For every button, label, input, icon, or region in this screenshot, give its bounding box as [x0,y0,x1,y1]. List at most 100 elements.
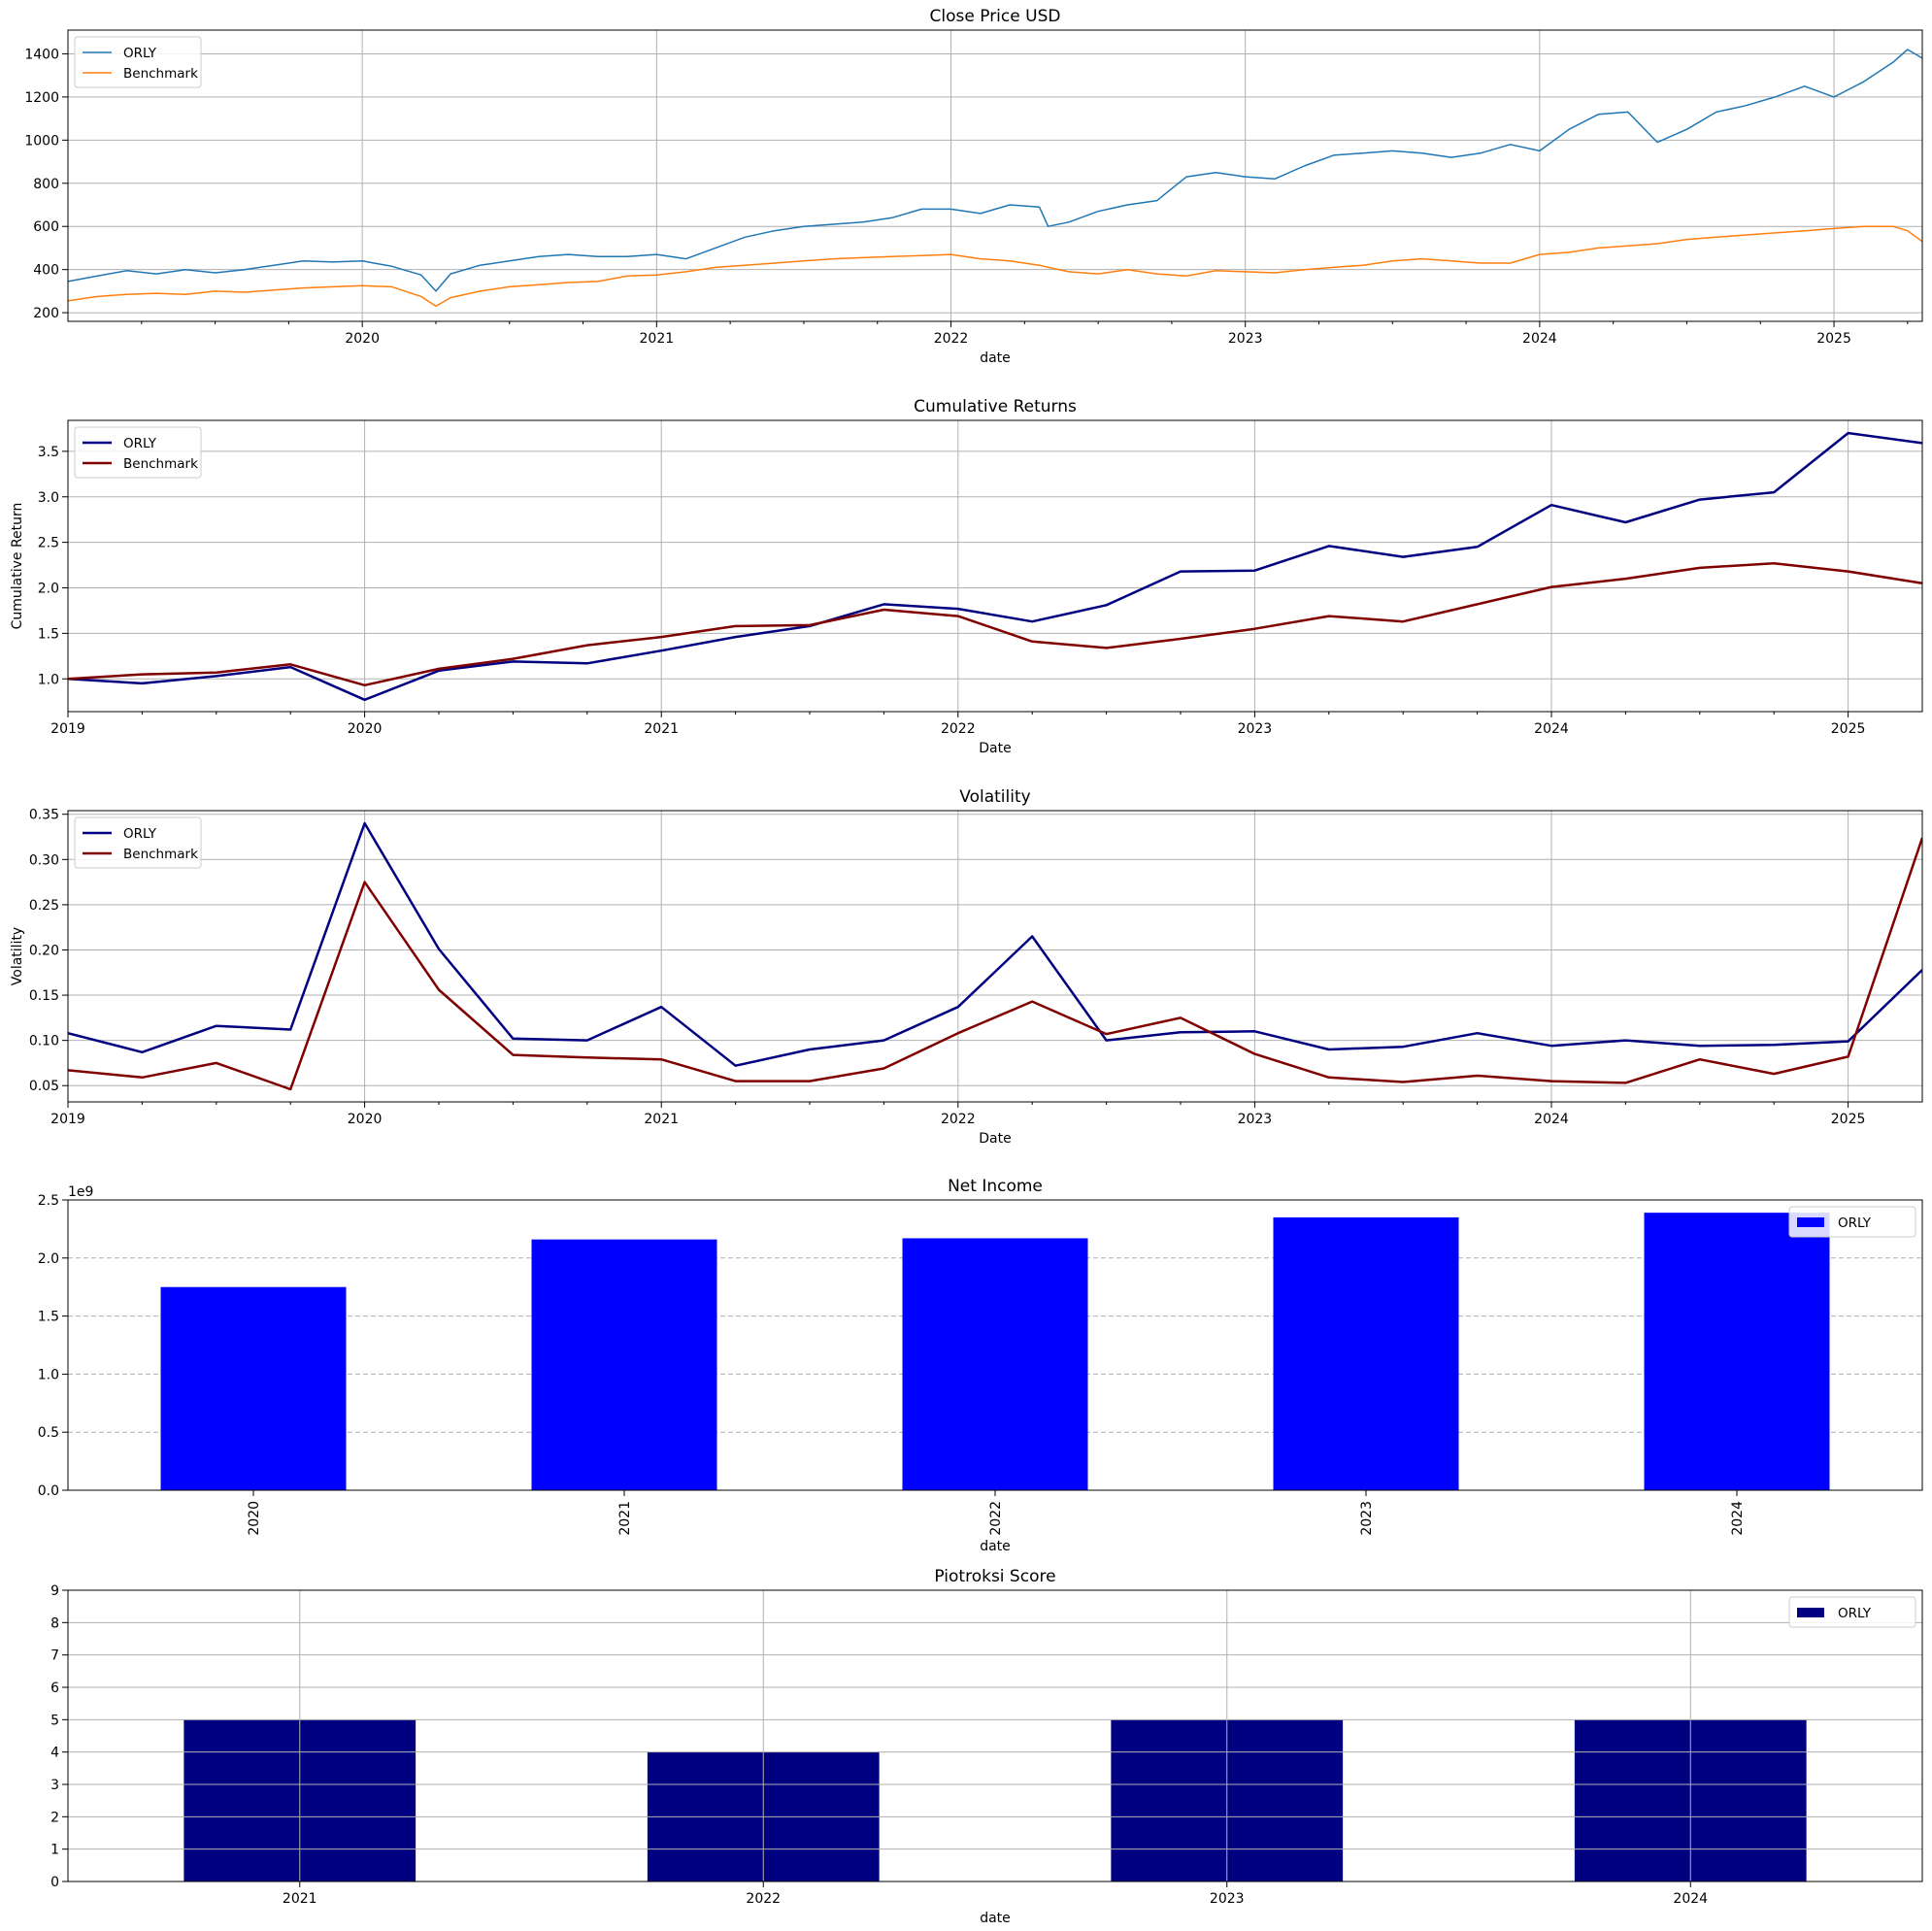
x-tick-label: 2024 [1730,1501,1746,1536]
close-price-chart: 2020 2021 2022 2023 2024 2025 200 400 600 800 1000… [24,7,1923,366]
axes-frame [67,1589,1923,1882]
x-tick-label: 2025 [1831,1112,1866,1127]
x-tick-label: 2023 [1238,721,1273,737]
y-exponent-label: 1e9 [68,1184,93,1200]
y-tick-label: 2.0 [38,1251,59,1267]
bar-2024 [1644,1213,1830,1490]
legend-swatch [1797,1217,1824,1227]
y-tick-label: 0.10 [29,1034,59,1049]
y-tick-label: 200 [33,306,59,321]
x-tick-label: 2021 [640,331,675,347]
legend-label: ORLY [123,436,157,451]
net-income-chart: 2020 2021 2022 2023 2024 0.0 0.5 1.0 1.5 2.0 2.5 1e… [38,1177,1923,1554]
x-tick-label: 2022 [746,1891,781,1907]
y-tick-label: 7 [50,1648,59,1664]
y-tick-label: 1000 [24,133,59,149]
x-tick-label: 2023 [1228,331,1263,347]
series-line-orly [68,49,1922,292]
y-tick-label: 4 [50,1746,59,1761]
legend-frame [1788,1206,1916,1238]
x-tick-label: 2022 [941,721,976,737]
legend-frame [74,426,202,479]
x-tick-label: 2022 [941,1112,976,1127]
x-tick-label: 2024 [1522,331,1557,347]
cumulative-returns-chart: 2019 2020 2021 2022 2023 2024 2025 1.0 1.5 2.0 2.5… [10,397,1923,756]
legend-label: ORLY [1838,1606,1872,1621]
y-tick-label: 3.0 [38,490,59,506]
volatility-chart: 2019 2020 2021 2022 2023 2024 2025 0.05 0.10 0.15… [10,787,1923,1147]
x-tick-label: 2022 [988,1501,1004,1536]
x-tick-label: 2020 [348,1112,383,1127]
legend-frame [74,36,202,88]
x-tick-label: 2025 [1816,331,1851,347]
y-tick-label: 1 [50,1843,59,1858]
series-line-benchmark [68,561,1922,687]
chart-title: Piotroksi Score [934,1567,1055,1586]
y-tick-label: 2.5 [38,536,59,551]
y-tick-label: 1.5 [38,1310,59,1325]
x-axis-label: date [980,350,1011,366]
legend: ORLY Benchmark [74,816,202,869]
series-line-benchmark [68,225,1922,308]
y-tick-label: 1200 [24,90,59,106]
legend-label: Benchmark [123,456,198,472]
x-tick-label: 2024 [1673,1891,1708,1907]
y-tick-label: 0.20 [29,943,59,958]
x-tick-label: 2023 [1359,1501,1375,1536]
piotroksi-score-chart: 2021 2022 2023 2024 0 1 2 3 4 5 6 7 8 9 Piotroksi Scor… [50,1567,1923,1926]
x-axis-label: Date [979,741,1011,756]
legend-label: ORLY [1838,1215,1872,1231]
x-tick-label: 2019 [50,721,85,737]
x-tick-label: 2022 [934,331,969,347]
legend-label: Benchmark [123,66,198,82]
y-tick-label: 0.0 [38,1483,59,1499]
series-line-orly [68,431,1922,702]
y-tick-label: 800 [33,177,59,192]
y-tick-label: 0.5 [38,1425,59,1441]
y-tick-label: 0 [50,1875,59,1890]
x-tick-label: 2019 [50,1112,85,1127]
legend-frame [74,816,202,869]
x-tick-label: 2021 [644,721,679,737]
bar-2022 [902,1238,1088,1490]
x-axis-label: date [980,1911,1011,1926]
y-tick-label: 0.05 [29,1079,59,1094]
chart-title: Cumulative Returns [914,397,1077,416]
y-tick-label: 1.0 [38,1367,59,1382]
y-tick-label: 2 [50,1810,59,1825]
x-tick-label: 2023 [1238,1112,1273,1127]
y-tick-label: 0.30 [29,852,59,868]
legend-swatch [1797,1608,1824,1617]
x-tick-label: 2021 [644,1112,679,1127]
x-tick-label: 2020 [348,721,383,737]
y-tick-label: 6 [50,1681,59,1696]
y-tick-label: 2.0 [38,582,59,597]
legend-label: ORLY [123,46,157,61]
chart-title: Net Income [948,1177,1043,1196]
bar-2021 [531,1239,717,1490]
x-axis-label: Date [979,1131,1011,1147]
x-tick-label: 2025 [1831,721,1866,737]
series-line-orly [68,821,1922,1067]
x-tick-label: 2023 [1210,1891,1245,1907]
chart-title: Volatility [959,787,1030,807]
legend: ORLY [1788,1596,1916,1628]
x-tick-label: 2021 [283,1891,317,1907]
x-axis-label: date [980,1539,1011,1554]
y-tick-label: 2.5 [38,1193,59,1209]
y-tick-label: 9 [50,1583,59,1599]
legend: ORLY [1788,1206,1916,1238]
legend: ORLY Benchmark [74,426,202,479]
axes-frame [67,419,1923,713]
legend: ORLY Benchmark [74,36,202,88]
y-tick-label: 1.5 [38,626,59,642]
y-tick-label: 1400 [24,47,59,62]
bar-2020 [160,1286,347,1490]
series-line-benchmark [68,837,1922,1091]
legend-label: ORLY [123,826,157,842]
y-tick-label: 600 [33,219,59,235]
y-axis-label: Cumulative Return [10,503,25,630]
chart-title: Close Price USD [930,7,1061,26]
y-tick-label: 3.5 [38,445,59,460]
